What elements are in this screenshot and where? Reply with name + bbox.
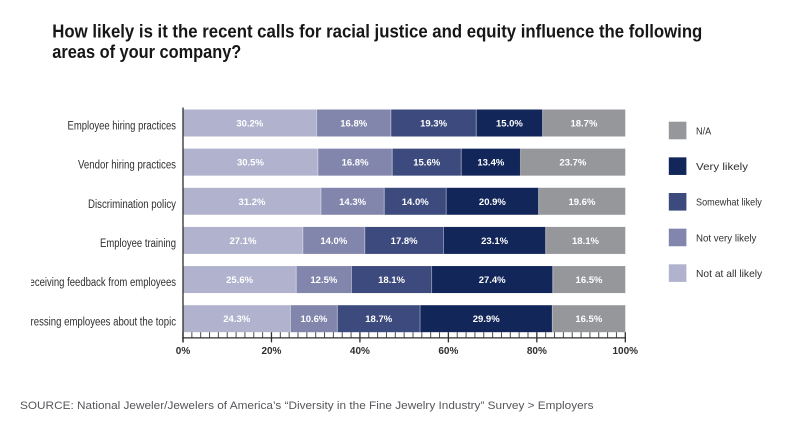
svg-text:60%: 60% (438, 346, 458, 357)
svg-text:N/A: N/A (696, 125, 711, 137)
svg-text:27.4%: 27.4% (479, 275, 506, 286)
svg-text:20%: 20% (261, 346, 281, 357)
svg-text:23.1%: 23.1% (481, 236, 508, 247)
svg-text:19.3%: 19.3% (420, 119, 447, 130)
svg-text:30.2%: 30.2% (236, 119, 263, 130)
svg-text:Employee training: Employee training (100, 238, 176, 250)
svg-text:100%: 100% (613, 346, 639, 357)
svg-text:16.8%: 16.8% (342, 158, 369, 169)
svg-text:0%: 0% (176, 346, 191, 357)
svg-text:How likely is it the recent ca: How likely is it the recent calls for ra… (52, 21, 702, 41)
svg-text:10.6%: 10.6% (300, 314, 327, 325)
svg-text:40%: 40% (350, 346, 370, 357)
svg-text:25.6%: 25.6% (226, 275, 253, 286)
svg-text:18.1%: 18.1% (572, 236, 599, 247)
svg-text:14.0%: 14.0% (320, 236, 347, 247)
svg-text:Employee hiring practices: Employee hiring practices (68, 121, 177, 133)
svg-text:Not very likely: Not very likely (696, 232, 757, 244)
svg-text:30.5%: 30.5% (237, 158, 264, 169)
svg-text:18.1%: 18.1% (378, 275, 405, 286)
svg-text:14.3%: 14.3% (339, 197, 366, 208)
svg-text:24.3%: 24.3% (223, 314, 250, 325)
svg-text:areas of your company?: areas of your company? (52, 42, 241, 62)
svg-text:18.7%: 18.7% (365, 314, 392, 325)
svg-text:14.0%: 14.0% (402, 197, 429, 208)
svg-text:Addressing employees about the: Addressing employees about the topic (14, 316, 177, 328)
svg-text:16.8%: 16.8% (340, 119, 367, 130)
svg-text:Discrimination policy: Discrimination policy (88, 199, 176, 211)
svg-text:15.0%: 15.0% (496, 119, 523, 130)
svg-text:Somewhat likely: Somewhat likely (696, 197, 762, 209)
svg-text:13.4%: 13.4% (477, 158, 504, 169)
svg-text:16.5%: 16.5% (576, 275, 603, 286)
svg-text:31.2%: 31.2% (239, 197, 266, 208)
svg-text:80%: 80% (527, 346, 547, 357)
svg-text:Very likely: Very likely (696, 161, 749, 173)
svg-text:Not at all likely: Not at all likely (696, 268, 763, 280)
svg-text:29.9%: 29.9% (473, 314, 500, 325)
svg-text:Receiving feedback from employ: Receiving feedback from employees (23, 277, 177, 289)
svg-text:18.7%: 18.7% (570, 119, 597, 130)
svg-text:Vendor hiring practices: Vendor hiring practices (78, 160, 176, 172)
svg-text:17.8%: 17.8% (391, 236, 418, 247)
svg-text:23.7%: 23.7% (559, 158, 586, 169)
svg-text:SOURCE: National Jeweler/Jewel: SOURCE: National Jeweler/Jewelers of Ame… (20, 400, 594, 412)
svg-text:12.5%: 12.5% (310, 275, 337, 286)
svg-text:19.6%: 19.6% (568, 197, 595, 208)
svg-text:16.5%: 16.5% (575, 314, 602, 325)
svg-text:27.1%: 27.1% (229, 236, 256, 247)
svg-text:15.6%: 15.6% (413, 158, 440, 169)
svg-text:20.9%: 20.9% (479, 197, 506, 208)
